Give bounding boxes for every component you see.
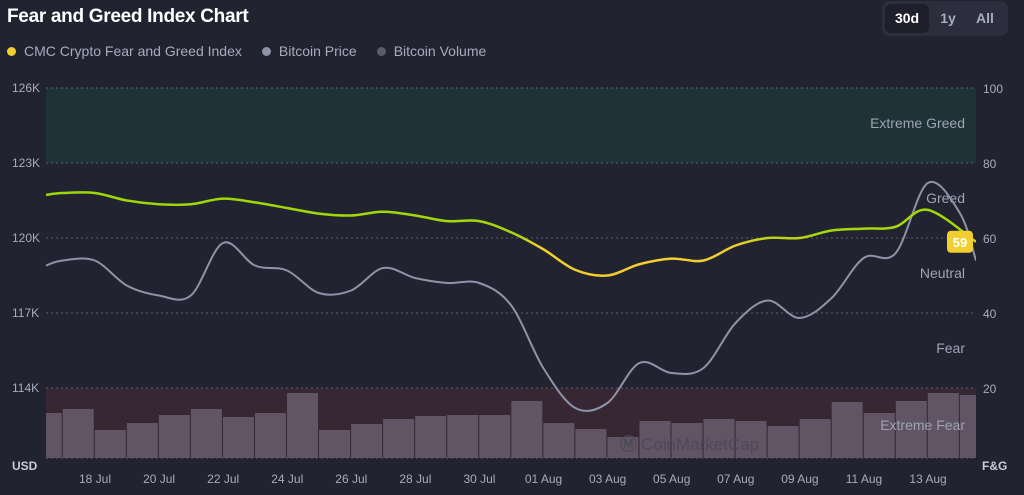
- volume-bar: [831, 402, 863, 458]
- volume-bar: [447, 415, 479, 458]
- volume-bar: [222, 417, 254, 458]
- zone-label: Extreme Greed: [870, 115, 965, 131]
- left-axis-tick: 123K: [12, 156, 40, 170]
- volume-bar: [767, 426, 799, 458]
- volume-bar: [126, 423, 158, 458]
- range-1y-button[interactable]: 1y: [940, 10, 956, 26]
- volume-bar: [959, 395, 976, 458]
- left-axis-unit: USD: [12, 459, 38, 473]
- watermark-text: CoinMarketCap: [641, 435, 759, 454]
- volume-bar: [511, 401, 543, 458]
- legend-dot-icon: [7, 46, 16, 56]
- range-30d-button[interactable]: 30d: [885, 4, 929, 33]
- right-axis-tick: 60: [983, 232, 997, 246]
- volume-bar: [46, 413, 62, 458]
- range-all-button[interactable]: All: [976, 10, 994, 26]
- bitcoin-price-line: [46, 180, 976, 412]
- volume-bar: [927, 393, 959, 458]
- x-axis-tick: 03 Aug: [589, 472, 626, 486]
- volume-bar: [94, 430, 126, 458]
- zone-label: Neutral: [920, 265, 965, 281]
- legend-item-fear-greed[interactable]: CMC Crypto Fear and Greed Index: [7, 43, 242, 59]
- x-axis-tick: 18 Jul: [79, 472, 111, 486]
- right-axis-tick: 100: [983, 82, 1003, 96]
- volume-bar: [254, 413, 286, 458]
- x-axis-tick: 24 Jul: [271, 472, 303, 486]
- volume-bar: [895, 401, 927, 458]
- volume-bar: [351, 424, 383, 458]
- volume-bar: [799, 419, 831, 458]
- fear-greed-line: [46, 191, 976, 277]
- volume-bar: [319, 430, 351, 458]
- volume-bar: [639, 421, 671, 458]
- legend-item-bitcoin-volume[interactable]: Bitcoin Volume: [376, 43, 487, 59]
- x-axis-tick: 30 Jul: [463, 472, 495, 486]
- current-value-badge: 59: [947, 230, 973, 253]
- volume-bar: [190, 409, 222, 458]
- volume-bar: [287, 393, 319, 458]
- volume-bar: [607, 437, 639, 458]
- legend: CMC Crypto Fear and Greed Index Bitcoin …: [7, 43, 486, 59]
- right-axis-tick: 40: [983, 307, 997, 321]
- left-axis-tick: 126K: [12, 81, 40, 95]
- x-axis-tick: 09 Aug: [781, 472, 818, 486]
- left-axis-tick: 117K: [12, 306, 39, 320]
- chart-title: Fear and Greed Index Chart: [7, 6, 249, 27]
- left-axis-tick: 114K: [12, 381, 39, 395]
- x-axis-tick: 22 Jul: [207, 472, 239, 486]
- zone-label: Greed: [926, 190, 965, 206]
- zone-label: Fear: [936, 340, 965, 356]
- extreme-greed-zone: [46, 88, 976, 163]
- volume-bar: [62, 409, 94, 458]
- x-axis-tick: 26 Jul: [335, 472, 367, 486]
- x-axis-tick: 01 Aug: [525, 472, 562, 486]
- volume-bar: [543, 423, 575, 458]
- x-axis-tick: 20 Jul: [143, 472, 175, 486]
- x-axis-tick: 28 Jul: [399, 472, 431, 486]
- x-axis-tick: 11 Aug: [846, 472, 882, 486]
- current-value-text: 59: [953, 235, 967, 250]
- legend-label: CMC Crypto Fear and Greed Index: [24, 43, 242, 59]
- left-axis-tick: 120K: [12, 231, 40, 245]
- x-axis-tick: 07 Aug: [717, 472, 754, 486]
- legend-dot-icon: [376, 46, 386, 56]
- legend-label: Bitcoin Price: [278, 43, 357, 59]
- x-axis-tick: 13 Aug: [909, 472, 946, 486]
- volume-bar: [158, 415, 190, 458]
- watermark-logo: Ⓜ: [620, 434, 637, 454]
- volume-bar: [863, 413, 895, 458]
- volume-bar: [479, 415, 511, 458]
- zone-label: Extreme Fear: [880, 417, 965, 433]
- volume-bar: [671, 423, 703, 458]
- volume-bar: [703, 419, 735, 458]
- volume-bar: [575, 429, 607, 458]
- right-axis-tick: 80: [983, 157, 997, 171]
- x-axis-tick: 05 Aug: [653, 472, 690, 486]
- right-axis-tick: 20: [983, 382, 997, 396]
- right-axis-unit: F&G: [982, 459, 1007, 473]
- volume-bar: [383, 419, 415, 458]
- time-range-selector: 30d 1y All: [882, 1, 1008, 36]
- volume-bar: [415, 416, 447, 458]
- legend-dot-icon: [261, 46, 271, 56]
- legend-label: Bitcoin Volume: [393, 43, 487, 59]
- legend-item-bitcoin-price[interactable]: Bitcoin Price: [261, 43, 357, 59]
- volume-bar: [735, 421, 767, 458]
